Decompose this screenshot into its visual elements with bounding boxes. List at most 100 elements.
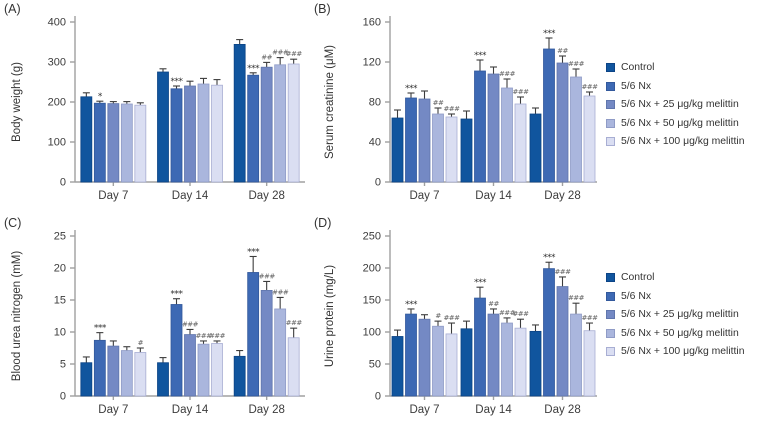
- svg-text:###: ###: [195, 332, 212, 340]
- svg-text:5: 5: [60, 359, 66, 371]
- panel-c-label: (C): [4, 216, 22, 230]
- svg-text:***: ***: [171, 77, 184, 87]
- panel-a: (A) Body weight (g) 0 100 200 300 400 Day 7 * D…: [0, 0, 360, 214]
- svg-text:##: ##: [557, 47, 568, 55]
- panel-a-label: (A): [4, 2, 21, 16]
- legend-item-control: Control: [606, 272, 745, 283]
- svg-text:##: ##: [433, 99, 444, 107]
- svg-text:Day 7: Day 7: [409, 404, 439, 416]
- svg-text:120: 120: [363, 57, 381, 69]
- legend-swatch-melittin-50: [606, 118, 615, 128]
- svg-text:300: 300: [48, 57, 66, 69]
- svg-text:***: ***: [171, 290, 184, 300]
- svg-text:100: 100: [363, 327, 381, 339]
- svg-text:Day 28: Day 28: [544, 190, 580, 202]
- svg-text:Day 14: Day 14: [475, 404, 512, 416]
- svg-text:160: 160: [363, 17, 381, 29]
- legend-swatch-melittin-50: [606, 328, 615, 338]
- legend-swatch-nx: [606, 81, 615, 91]
- svg-text:0: 0: [60, 391, 66, 403]
- svg-text:###: ###: [512, 88, 529, 96]
- svg-text:10: 10: [54, 327, 66, 339]
- svg-text:25: 25: [54, 231, 66, 243]
- legend-swatch-melittin-25: [606, 100, 615, 109]
- legend-label: 5/6 Nx + 50 μg/kg melittin: [621, 327, 739, 339]
- svg-text:###: ###: [259, 272, 276, 280]
- svg-text:###: ###: [499, 309, 516, 317]
- legend-label: 5/6 Nx: [621, 290, 652, 302]
- svg-text:0: 0: [375, 177, 381, 189]
- legend-label: 5/6 Nx + 100 μg/kg melittin: [621, 136, 745, 147]
- legend-item-melittin-25: 5/6 Nx + 25 μg/kg melittin: [606, 309, 745, 320]
- svg-text:##: ##: [488, 300, 499, 308]
- svg-text:###: ###: [443, 314, 460, 322]
- svg-text:###: ###: [554, 268, 571, 276]
- svg-text:Day 28: Day 28: [248, 404, 284, 416]
- legend-swatch-nx: [606, 291, 615, 301]
- panel-b: (B) Serum creatinine (μM) 0 40 80 120 160 Day…: [310, 0, 610, 214]
- legend-label: Control: [621, 62, 655, 73]
- svg-text:100: 100: [48, 137, 66, 149]
- svg-text:###: ###: [286, 50, 303, 58]
- svg-text:***: ***: [405, 300, 418, 310]
- legend-item-control: Control: [606, 62, 745, 73]
- legend-top: Control 5/6 Nx 5/6 Nx + 25 μg/kg melitti…: [606, 62, 745, 147]
- legend-bottom: Control 5/6 Nx 5/6 Nx + 25 μg/kg melitti…: [606, 272, 745, 357]
- panel-c: (C) Blood urea nitrogen (mM) 0 5 10 15 20 25 D…: [0, 214, 360, 428]
- svg-text:15: 15: [54, 295, 66, 307]
- svg-text:#: #: [435, 312, 441, 320]
- legend-label: 5/6 Nx + 25 μg/kg melittin: [621, 99, 739, 110]
- svg-text:*: *: [98, 92, 103, 102]
- legend-swatch-control: [606, 273, 615, 282]
- svg-text:***: ***: [247, 247, 260, 257]
- svg-text:Day 14: Day 14: [172, 404, 209, 416]
- panel-d: (D) Urine protein (mg/L) 0 50 100 150 200 250…: [310, 214, 610, 428]
- svg-text:###: ###: [568, 294, 585, 302]
- svg-text:200: 200: [48, 97, 66, 109]
- svg-text:#: #: [138, 339, 144, 347]
- svg-text:40: 40: [369, 137, 381, 149]
- panel-d-label: (D): [314, 216, 332, 230]
- legend-label: 5/6 Nx + 50 μg/kg melittin: [621, 117, 739, 129]
- svg-text:##: ##: [261, 53, 272, 61]
- svg-text:###: ###: [443, 105, 460, 113]
- svg-text:Day 7: Day 7: [98, 190, 128, 202]
- svg-text:***: ***: [247, 64, 260, 74]
- svg-text:Day 28: Day 28: [248, 190, 284, 202]
- svg-text:Day 7: Day 7: [98, 404, 128, 416]
- svg-text:###: ###: [209, 332, 226, 340]
- legend-label: 5/6 Nx + 100 μg/kg melittin: [621, 346, 745, 357]
- panel-b-label: (B): [314, 2, 331, 16]
- svg-text:###: ###: [272, 288, 289, 296]
- legend-swatch-melittin-100: [606, 137, 615, 146]
- svg-text:Day 14: Day 14: [475, 190, 512, 202]
- svg-text:***: ***: [405, 84, 418, 94]
- legend-item-nx: 5/6 Nx: [606, 291, 745, 302]
- svg-text:###: ###: [182, 320, 199, 328]
- svg-text:***: ***: [474, 278, 487, 288]
- svg-text:80: 80: [369, 97, 381, 109]
- svg-text:###: ###: [286, 319, 303, 327]
- legend-item-melittin-100: 5/6 Nx + 100 μg/kg melittin: [606, 346, 745, 357]
- svg-text:250: 250: [363, 231, 381, 243]
- svg-text:0: 0: [375, 391, 381, 403]
- svg-text:###: ###: [512, 310, 529, 318]
- svg-text:200: 200: [363, 263, 381, 275]
- legend-item-melittin-25: 5/6 Nx + 25 μg/kg melittin: [606, 99, 745, 110]
- svg-text:###: ###: [581, 83, 598, 91]
- legend-swatch-melittin-25: [606, 310, 615, 319]
- legend-swatch-control: [606, 63, 615, 72]
- svg-text:###: ###: [581, 314, 598, 322]
- legend-label: Control: [621, 272, 655, 283]
- legend-swatch-melittin-100: [606, 347, 615, 356]
- legend-label: 5/6 Nx: [621, 80, 652, 92]
- svg-text:###: ###: [568, 60, 585, 68]
- svg-text:0: 0: [60, 177, 66, 189]
- svg-text:150: 150: [363, 295, 381, 307]
- legend-item-nx: 5/6 Nx: [606, 81, 745, 92]
